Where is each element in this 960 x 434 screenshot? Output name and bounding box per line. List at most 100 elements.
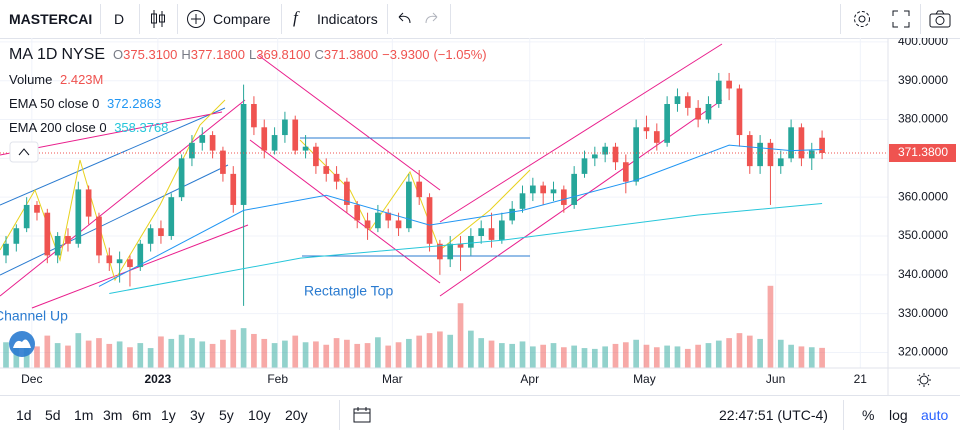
separator bbox=[100, 4, 101, 34]
range-button[interactable]: 10y bbox=[248, 407, 271, 423]
settings-icon[interactable] bbox=[852, 9, 872, 29]
chart-type-icon[interactable] bbox=[150, 9, 166, 29]
y-tick-label: 360.0000 bbox=[898, 189, 948, 203]
close-value: 371.3800 bbox=[323, 47, 379, 62]
volume-bar bbox=[240, 328, 247, 368]
date-range-icon[interactable] bbox=[353, 406, 371, 424]
ema-value: 358.3768 bbox=[114, 120, 169, 135]
log-toggle[interactable]: log bbox=[889, 407, 908, 423]
volume-bar bbox=[746, 335, 753, 368]
y-tick-label: 380.0000 bbox=[898, 112, 948, 126]
candle-body bbox=[230, 173, 237, 205]
candle-body bbox=[705, 104, 712, 120]
volume-bar bbox=[437, 331, 443, 368]
volume-bar bbox=[602, 346, 608, 368]
status-line: MA 1D NYSE O375.3100 H377.1800 L369.8100 C371.… bbox=[9, 46, 491, 64]
percent-toggle[interactable]: % bbox=[862, 407, 875, 423]
compare[interactable]: Compare bbox=[213, 11, 271, 27]
auto-toggle[interactable]: auto bbox=[921, 407, 949, 423]
channel-line bbox=[439, 99, 723, 297]
annotation: Rectangle Top bbox=[304, 283, 393, 299]
y-tick-label: 330.0000 bbox=[898, 306, 948, 320]
compare-icon[interactable] bbox=[186, 9, 206, 29]
x-tick-label: Jun bbox=[766, 372, 785, 386]
candle-body bbox=[788, 127, 794, 159]
volume-bar bbox=[271, 343, 278, 368]
volume-bar bbox=[499, 343, 505, 368]
range-button[interactable]: 5d bbox=[45, 407, 61, 423]
interval[interactable]: D bbox=[114, 11, 125, 27]
candle-body bbox=[23, 204, 30, 229]
label-o: O bbox=[113, 47, 124, 62]
range-button[interactable]: 3m bbox=[103, 407, 123, 423]
indicators[interactable]: Indicators bbox=[317, 11, 378, 27]
candle-body bbox=[85, 189, 92, 217]
candle-body bbox=[798, 127, 805, 159]
clock: 22:47:51 (UTC-4) bbox=[719, 407, 828, 423]
range-button[interactable]: 3y bbox=[190, 407, 205, 423]
candle-body bbox=[313, 146, 319, 167]
candle-body bbox=[385, 212, 392, 221]
candle-body bbox=[416, 181, 423, 198]
range-button[interactable]: 1d bbox=[16, 407, 32, 423]
candle-body bbox=[695, 107, 701, 120]
label-h: H bbox=[181, 47, 191, 62]
ema-name: EMA 200 close 0 bbox=[9, 120, 107, 135]
axis-settings[interactable] bbox=[917, 373, 931, 387]
channel-line bbox=[0, 99, 246, 297]
range-button[interactable]: 20y bbox=[285, 407, 308, 423]
candle-body bbox=[550, 189, 557, 194]
volume-bar bbox=[530, 346, 536, 368]
x-tick-label: Dec bbox=[21, 372, 42, 386]
chart: Rectangle Top Channel Up 320.0000 330.000… bbox=[0, 38, 960, 395]
ema-name: EMA 50 close 0 bbox=[9, 96, 100, 111]
snapshot-icon[interactable] bbox=[929, 10, 951, 28]
volume-bar bbox=[385, 345, 392, 368]
indicators-icon[interactable]: f bbox=[293, 8, 298, 27]
candle-body bbox=[271, 135, 278, 151]
volume-bar bbox=[808, 347, 815, 368]
channel-line bbox=[0, 164, 229, 276]
candle-body bbox=[736, 88, 743, 136]
range-button[interactable]: 1m bbox=[74, 407, 94, 423]
fullscreen-icon[interactable] bbox=[892, 10, 910, 28]
range-button[interactable]: 1y bbox=[161, 407, 176, 423]
candle-body bbox=[767, 142, 774, 167]
symbol[interactable]: MASTERCAI bbox=[9, 11, 93, 27]
candle-body bbox=[560, 189, 567, 205]
candle-body bbox=[65, 236, 71, 244]
undo-redo[interactable] bbox=[396, 11, 446, 27]
collapse-button[interactable] bbox=[9, 141, 39, 163]
volume-legend: Volume 2.423M bbox=[9, 72, 107, 87]
label-l: L bbox=[249, 47, 257, 62]
open-value: 375.3100 bbox=[123, 47, 178, 62]
volume-bar bbox=[178, 334, 185, 368]
candle-body bbox=[158, 228, 164, 236]
x-tick-label: Apr bbox=[520, 372, 539, 386]
low-value: 369.8100 bbox=[256, 47, 311, 62]
candle-body bbox=[147, 228, 154, 244]
candle-body bbox=[34, 204, 40, 213]
legend-exchange: NYSE bbox=[61, 46, 106, 63]
range-button[interactable]: 6m bbox=[132, 407, 152, 423]
range-button[interactable]: 5y bbox=[219, 407, 234, 423]
candle-body bbox=[602, 146, 608, 155]
channel-line bbox=[249, 139, 441, 284]
volume-bar bbox=[406, 338, 412, 368]
candle-body bbox=[726, 80, 732, 89]
candle-body bbox=[127, 259, 133, 268]
x-tick-label: Mar bbox=[382, 372, 403, 386]
candle-body bbox=[240, 104, 247, 205]
separator bbox=[139, 4, 140, 34]
candle-body bbox=[674, 96, 681, 104]
candle-body bbox=[3, 243, 9, 256]
candle-body bbox=[633, 127, 639, 182]
volume-bar bbox=[189, 338, 195, 368]
volume-bar bbox=[591, 348, 598, 368]
candle-body bbox=[178, 158, 185, 198]
candle-body bbox=[488, 228, 495, 240]
legend-interval: 1D bbox=[37, 46, 58, 63]
candle-body bbox=[664, 104, 670, 143]
volume-bar bbox=[333, 338, 340, 368]
candle-body bbox=[54, 236, 61, 256]
